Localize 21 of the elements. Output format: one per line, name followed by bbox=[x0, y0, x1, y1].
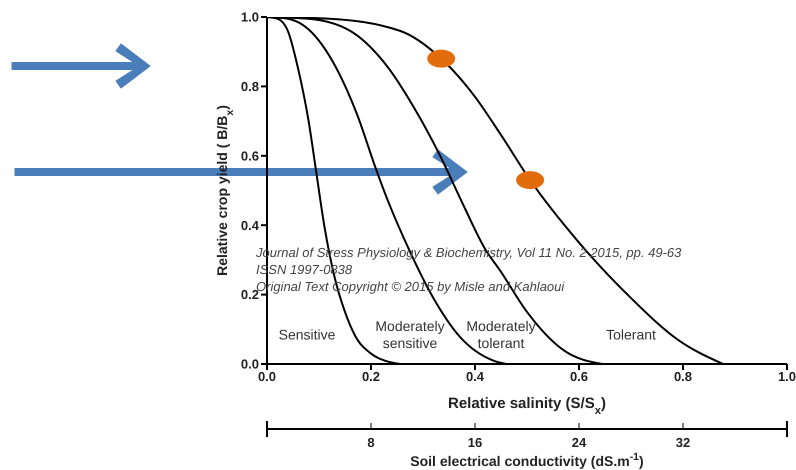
x-axis-title: Relative salinity (S/S$_{x}$) bbox=[448, 395, 606, 417]
series-label: Tolerant bbox=[606, 326, 656, 343]
x-tick-label: 0.0 bbox=[258, 369, 276, 384]
x2-tick-label: 32 bbox=[676, 435, 690, 450]
series-label: Moderately tolerant bbox=[466, 318, 536, 352]
x-tick-label: 0.4 bbox=[466, 369, 485, 384]
series-label: Moderately sensitive bbox=[375, 318, 445, 352]
x-tick-label: 0.6 bbox=[570, 369, 588, 384]
y-tick-label: 0.4 bbox=[240, 218, 260, 233]
x-tick-label: 0.2 bbox=[362, 369, 380, 384]
x2-tick-label: 24 bbox=[572, 435, 587, 450]
x-tick-label: 1.0 bbox=[778, 369, 796, 384]
y-tick-label: 0.0 bbox=[240, 356, 259, 372]
x-tick-label: 0.8 bbox=[674, 369, 692, 384]
series-label: Sensitive bbox=[278, 326, 336, 343]
y-tick-label: 1.0 bbox=[240, 10, 259, 25]
x2-axis-title: Soil electrical conductivity (dS.m$^{-1}$) bbox=[410, 451, 644, 469]
y-tick-label: 0.8 bbox=[240, 79, 259, 94]
y-tick-label: 0.6 bbox=[240, 148, 259, 164]
x2-tick-label: 8 bbox=[367, 435, 375, 450]
x2-tick-label: 16 bbox=[468, 435, 482, 450]
